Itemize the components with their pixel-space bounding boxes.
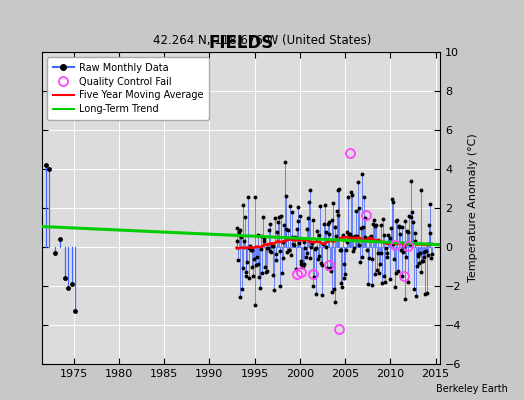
Title: FIELDS: FIELDS [209,34,274,52]
Text: Berkeley Earth: Berkeley Earth [436,384,508,394]
Text: 42.264 N, 118.676 W (United States): 42.264 N, 118.676 W (United States) [153,34,371,47]
Legend: Raw Monthly Data, Quality Control Fail, Five Year Moving Average, Long-Term Tren: Raw Monthly Data, Quality Control Fail, … [47,57,209,120]
Y-axis label: Temperature Anomaly (°C): Temperature Anomaly (°C) [468,134,478,282]
